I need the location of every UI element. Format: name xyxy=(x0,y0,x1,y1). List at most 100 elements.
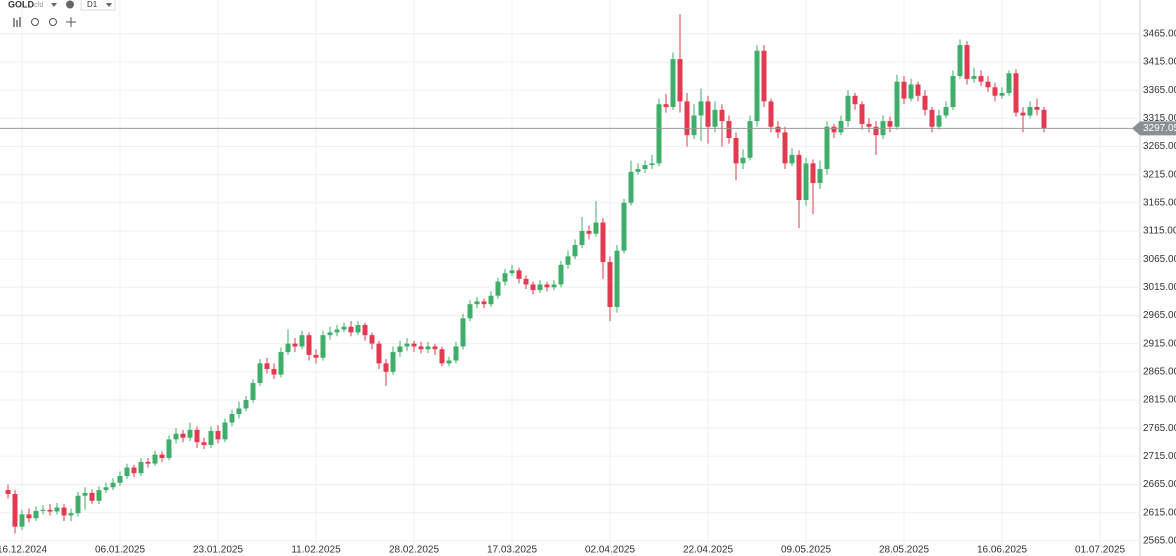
candle-body xyxy=(110,482,116,488)
candle-body xyxy=(243,399,249,409)
candle-body xyxy=(824,126,830,169)
candle-body xyxy=(831,126,837,133)
candle-body xyxy=(19,514,25,527)
candle-body xyxy=(614,250,620,308)
candle-body xyxy=(166,439,172,458)
candle-body xyxy=(957,45,963,77)
x-tick-label: 11.02.2025 xyxy=(291,545,341,556)
y-tick-label: 3115.00 xyxy=(1143,226,1176,237)
x-tick-label: 16.06.2025 xyxy=(977,545,1027,556)
candle-body xyxy=(523,278,529,285)
candle-body xyxy=(467,304,473,319)
candle-body xyxy=(817,168,823,184)
dropdown-arrow[interactable] xyxy=(51,3,57,7)
candle-body xyxy=(271,368,277,375)
candle-body xyxy=(600,222,606,262)
candle-body xyxy=(1006,73,1012,93)
y-tick-label: 3315.00 xyxy=(1143,113,1176,124)
y-tick-label: 2665.00 xyxy=(1143,479,1176,490)
candle-body xyxy=(537,284,543,291)
candle-body xyxy=(320,335,326,358)
candle-body xyxy=(971,76,977,79)
symbol[interactable]: GOLD xyxy=(8,0,34,9)
candle-body xyxy=(5,490,11,495)
candle-body xyxy=(82,492,88,496)
candle-body xyxy=(978,76,984,82)
candle-body xyxy=(747,121,753,158)
chart-type-icon[interactable] xyxy=(13,17,21,27)
candle-body xyxy=(124,467,130,477)
candle-body xyxy=(908,84,914,99)
candle-body xyxy=(621,202,627,251)
candle-body xyxy=(40,509,46,511)
axes: 2565.00 2615.00 2665.00 2715.00 2765.00 2815.… xyxy=(0,28,1176,556)
x-tick-label: 02.04.2025 xyxy=(585,545,635,556)
candle-body xyxy=(481,301,487,305)
candle-body xyxy=(558,264,564,285)
x-tick-label: 23.01.2025 xyxy=(193,545,243,556)
zoom-out-icon[interactable] xyxy=(31,18,39,26)
candle-body xyxy=(894,81,900,127)
candle-body xyxy=(138,461,144,474)
candle-body xyxy=(194,429,200,443)
candle-body xyxy=(586,230,592,234)
candle-body xyxy=(404,343,410,347)
candle-body xyxy=(159,454,165,458)
x-tick-label: 09.05.2025 xyxy=(781,545,831,556)
timeframe[interactable]: D1 xyxy=(87,0,98,9)
candle-body xyxy=(383,363,389,372)
candle-body xyxy=(173,433,179,440)
y-tick-label: 2915.00 xyxy=(1143,338,1176,349)
candle-body xyxy=(453,346,459,361)
candle-body xyxy=(852,95,858,105)
candle-body xyxy=(544,284,550,288)
candle-body xyxy=(264,363,270,369)
x-tick-label: 22.04.2025 xyxy=(683,545,733,556)
current-price-label: 3297.05 xyxy=(1143,123,1176,134)
candle-body xyxy=(502,273,508,282)
candle-body xyxy=(390,352,396,372)
candle-body xyxy=(656,104,662,164)
y-tick-label: 2565.00 xyxy=(1143,535,1176,546)
candle-body xyxy=(152,454,158,464)
candle-body xyxy=(222,422,228,440)
candle-body xyxy=(411,343,417,347)
candle-body xyxy=(1027,107,1033,116)
zoom-in-icon[interactable] xyxy=(49,18,57,26)
current-price-tag xyxy=(1132,121,1176,136)
y-tick-label: 2765.00 xyxy=(1143,423,1176,434)
y-tick-label: 2865.00 xyxy=(1143,366,1176,377)
candle-body xyxy=(691,115,697,136)
timeframe-box[interactable] xyxy=(80,0,116,11)
candle-body xyxy=(684,101,690,136)
candle-body xyxy=(47,509,53,512)
y-tick-label: 3065.00 xyxy=(1143,254,1176,265)
candle-body xyxy=(915,84,921,96)
candle-body xyxy=(733,138,739,164)
x-tick-label: 28.02.2025 xyxy=(389,545,439,556)
candle-body xyxy=(1013,73,1019,113)
candle-body xyxy=(117,476,123,483)
candle-body xyxy=(530,284,536,291)
candle-body xyxy=(33,510,39,519)
dropdown-arrow[interactable] xyxy=(106,3,112,7)
candle-body xyxy=(950,76,956,108)
candle-body xyxy=(418,346,424,350)
y-tick-label: 2615.00 xyxy=(1143,507,1176,518)
candle-body xyxy=(712,109,718,127)
candle-body xyxy=(775,126,781,133)
crosshair-icon[interactable] xyxy=(66,17,76,27)
candle-body xyxy=(866,123,872,127)
candle-body xyxy=(509,270,515,274)
candle-body xyxy=(201,442,207,446)
candle-body xyxy=(649,163,655,166)
candle-body xyxy=(26,514,32,519)
info-icon[interactable] xyxy=(66,0,74,9)
y-tick-label: 3165.00 xyxy=(1143,197,1176,208)
y-tick-label: 2715.00 xyxy=(1143,451,1176,462)
candle-body xyxy=(250,383,256,400)
candle-body xyxy=(432,346,438,350)
candle-body xyxy=(425,346,431,350)
toolbar: GOLD cfd D1 xyxy=(8,0,116,27)
grid xyxy=(0,0,1140,545)
